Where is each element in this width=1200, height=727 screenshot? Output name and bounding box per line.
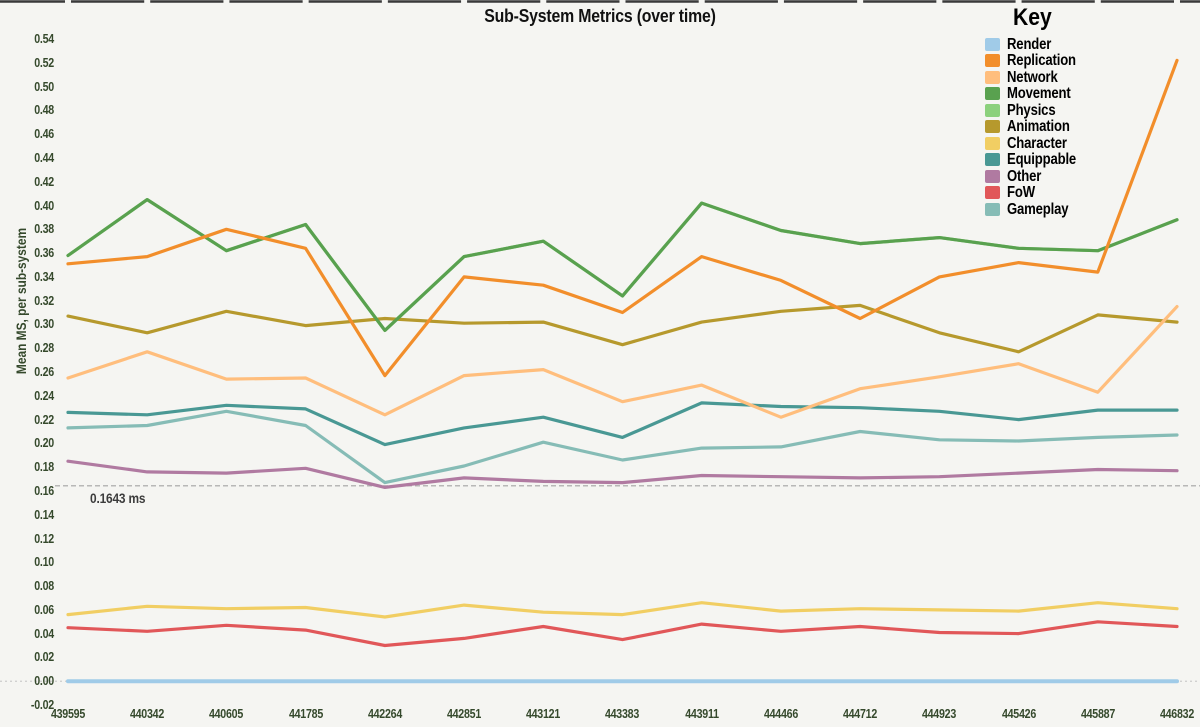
y-tick-label: 0.08 — [34, 578, 54, 594]
legend-title: Key — [1013, 4, 1052, 31]
x-tick-label: 441785 — [288, 706, 323, 721]
y-tick-label: 0.32 — [34, 292, 54, 308]
x-tick-label: 444923 — [922, 706, 957, 721]
y-tick-label: 0.16 — [34, 482, 54, 498]
legend-swatch-icon — [985, 70, 1000, 84]
legend-swatch-icon — [985, 136, 1000, 150]
x-tick-label: 445887 — [1080, 706, 1115, 721]
x-tick-label: 443121 — [526, 706, 561, 721]
y-tick-label: 0.26 — [34, 364, 54, 379]
series-line-network — [66, 305, 1179, 419]
x-tick-label: 442851 — [447, 706, 482, 721]
x-tick-label: 446832 — [1159, 706, 1195, 721]
series-line-animation — [66, 303, 1179, 354]
legend-label: Equippable — [1007, 151, 1077, 168]
legend-entry-animation: Animation — [985, 119, 1195, 135]
y-tick-label: 0.36 — [34, 245, 54, 261]
legend-label: Other — [1007, 167, 1042, 185]
y-tick-label: 0.12 — [34, 530, 54, 546]
series-line-replication — [66, 58, 1179, 378]
legend-entry-render: Render — [985, 36, 1195, 52]
y-tick-label: 0.46 — [34, 126, 54, 142]
legend-swatch-icon — [985, 202, 1000, 216]
legend-rows: Render Replication Network Movement Physics A… — [985, 36, 1195, 217]
y-tick-label: -0.02 — [30, 697, 54, 712]
y-tick-label: 0.40 — [34, 197, 54, 213]
legend-label: Network — [1007, 68, 1058, 86]
legend-label: Replication — [1007, 52, 1076, 69]
legend-swatch-icon — [985, 54, 1000, 67]
legend-entry-replication: Replication — [985, 53, 1195, 69]
x-tick-label: 440605 — [209, 706, 244, 721]
threshold-label: 0.1643 ms — [90, 489, 146, 506]
y-tick-label: 0.44 — [34, 149, 54, 165]
y-tick-label: 0.48 — [34, 102, 54, 118]
legend-label: FoW — [1007, 184, 1035, 201]
legend-swatch-icon — [985, 169, 1000, 183]
y-tick-label: 0.02 — [34, 649, 54, 665]
legend-label: Render — [1007, 35, 1052, 53]
legend-label: Physics — [1007, 101, 1056, 119]
legend-label: Gameplay — [1007, 200, 1069, 218]
y-tick-label: 0.54 — [34, 31, 54, 46]
y-tick-label: 0.10 — [34, 554, 54, 570]
chart-title: Sub-System Metrics (over time) — [484, 6, 716, 26]
legend-swatch-icon — [985, 87, 1000, 100]
y-tick-label: 0.22 — [34, 411, 54, 427]
series-line-gameplay — [66, 409, 1179, 485]
legend-swatch-icon — [985, 120, 1000, 133]
y-tick-label: 0.38 — [34, 221, 54, 237]
legend-entry-physics: Physics — [985, 102, 1195, 118]
y-tick-label: 0.50 — [34, 78, 54, 94]
legend-swatch-icon — [985, 186, 1000, 199]
x-tick-label: 443383 — [605, 706, 640, 721]
y-tick-label: 0.24 — [34, 387, 54, 403]
y-tick-label: 0.42 — [34, 173, 54, 189]
series-line-equippable — [66, 401, 1179, 447]
legend-swatch-icon — [985, 37, 1000, 51]
legend-entry-equippable: Equippable — [985, 152, 1195, 168]
legend-label: Character — [1007, 134, 1067, 152]
x-tick-label: 442264 — [367, 706, 402, 721]
x-tick-label: 444466 — [763, 706, 798, 721]
y-tick-label: 0.14 — [34, 506, 54, 522]
legend-entry-gameplay: Gameplay — [985, 201, 1195, 217]
x-tick-label: 440342 — [130, 706, 165, 721]
legend-entry-network: Network — [985, 69, 1195, 85]
legend-entry-fow: FoW — [985, 185, 1195, 201]
legend-entry-character: Character — [985, 135, 1195, 151]
y-tick-label: 0.20 — [34, 435, 54, 451]
series-line-movement — [66, 198, 1179, 332]
y-tick-label: 0.04 — [34, 625, 54, 641]
series-line-other — [66, 459, 1179, 489]
legend-swatch-icon — [985, 103, 1000, 117]
y-tick-label: 0.18 — [34, 459, 54, 475]
x-tick-label: 444712 — [843, 706, 878, 721]
y-tick-label: 0.52 — [34, 54, 54, 70]
legend: Key Render Replication Network Movement Phys… — [985, 4, 1195, 218]
legend-swatch-icon — [985, 153, 1000, 166]
legend-label: Animation — [1007, 118, 1070, 135]
series-line-character — [66, 601, 1179, 619]
y-tick-label: 0.00 — [34, 673, 54, 689]
y-tick-label: 0.06 — [34, 601, 54, 617]
x-tick-label: 439595 — [50, 706, 86, 721]
y-tick-label: 0.30 — [34, 316, 54, 332]
y-tick-label: 0.34 — [34, 268, 54, 284]
legend-label: Movement — [1007, 85, 1071, 102]
x-tick-label: 445426 — [1001, 706, 1036, 721]
y-tick-label: 0.28 — [34, 340, 54, 356]
series-line-fow — [66, 620, 1179, 648]
legend-entry-movement: Movement — [985, 86, 1195, 102]
legend-entry-other: Other — [985, 168, 1195, 184]
x-tick-label: 443911 — [684, 706, 719, 721]
